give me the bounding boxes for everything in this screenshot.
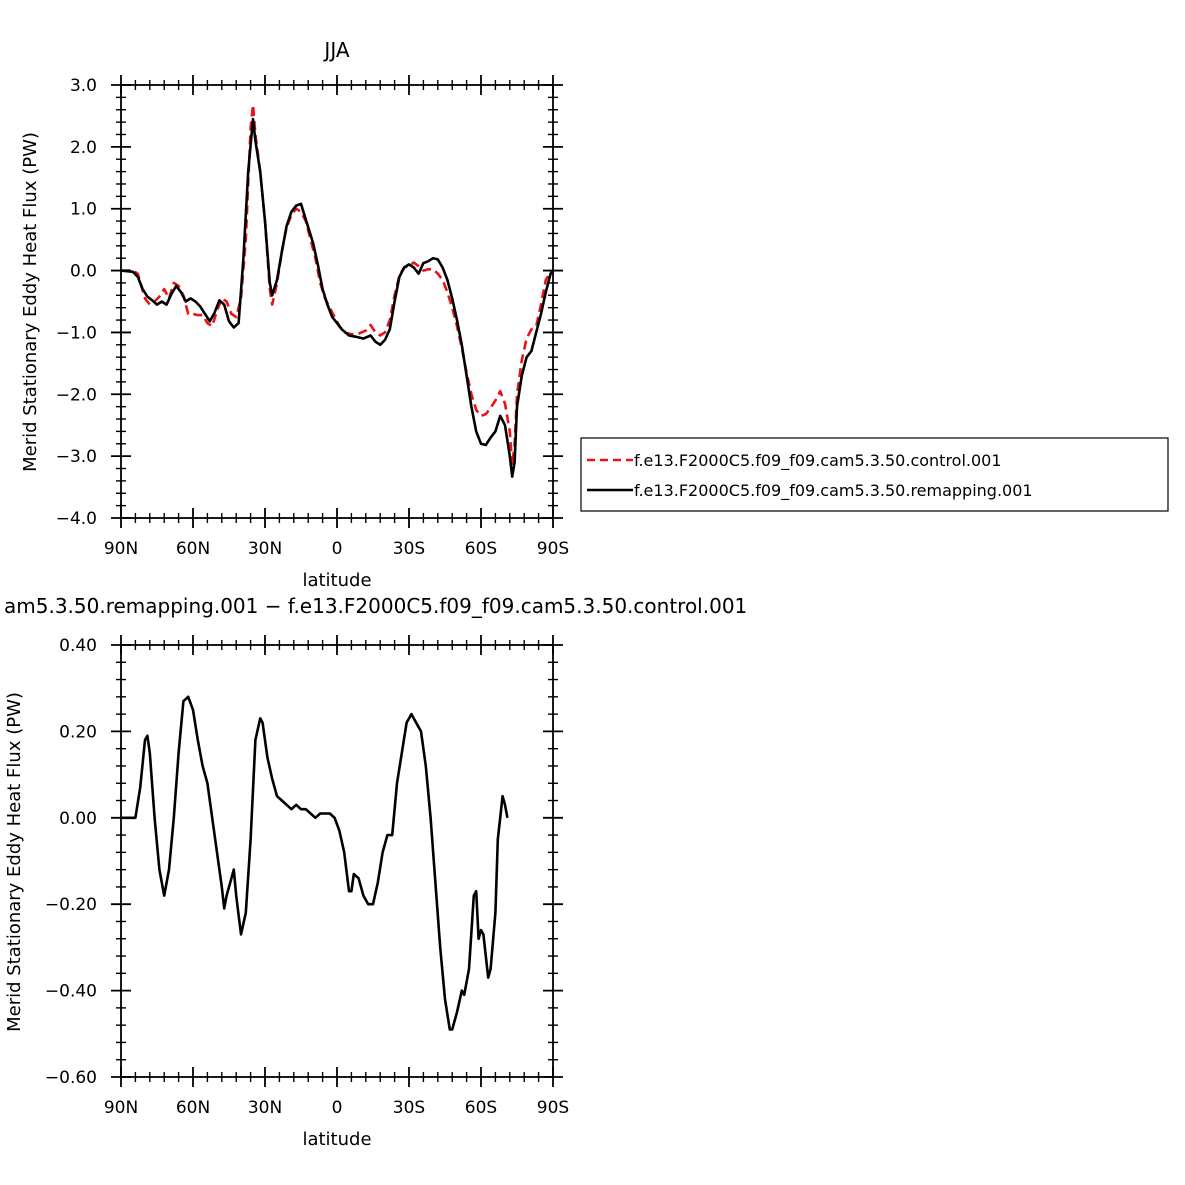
y-tick-label-top-3: 0.0 (70, 262, 97, 282)
x-tick-label-top-5: 60S (465, 539, 497, 559)
y-tick-label-bottom-0: 0.40 (59, 636, 97, 656)
y-tick-label-bottom-1: 0.20 (59, 722, 97, 742)
x-tick-label-bottom-2: 30N (248, 1098, 282, 1118)
x-tick-label-bottom-4: 30S (393, 1098, 425, 1118)
series-line-top-0 (121, 103, 554, 467)
x-tick-label-top-1: 60N (176, 539, 210, 559)
x-tick-label-bottom-6: 90S (537, 1098, 569, 1118)
y-tick-label-top-6: −3.0 (56, 447, 97, 467)
y-tick-label-bottom-2: 0.00 (59, 809, 97, 829)
x-tick-label-bottom-1: 60N (176, 1098, 210, 1118)
x-tick-label-bottom-5: 60S (465, 1098, 497, 1118)
x-tick-label-top-4: 30S (393, 539, 425, 559)
y-tick-label-top-0: 3.0 (70, 76, 97, 96)
y-tick-label-top-7: −4.0 (56, 509, 97, 529)
y-tick-label-top-2: 1.0 (70, 200, 97, 220)
y-tick-label-top-5: −2.0 (56, 385, 97, 405)
x-tick-label-top-2: 30N (248, 539, 282, 559)
y-axis-label-bottom: Merid Stationary Eddy Heat Flux (PW) (4, 692, 25, 1032)
series-line-bottom-0 (121, 695, 509, 1031)
x-tick-label-top-3: 0 (332, 539, 343, 559)
x-axis-label-bottom: latitude (302, 1129, 371, 1150)
x-axis-label-top: latitude (302, 570, 371, 591)
y-tick-label-top-4: −1.0 (56, 323, 97, 343)
series-line-top-1 (120, 117, 555, 478)
y-tick-label-bottom-4: −0.40 (45, 982, 97, 1002)
x-tick-label-top-0: 90N (104, 539, 138, 559)
x-tick-label-bottom-0: 90N (104, 1098, 138, 1118)
legend: f.e13.F2000C5.f09_f09.cam5.3.50.control.… (580, 437, 1169, 512)
y-tick-label-top-1: 2.0 (70, 138, 97, 158)
chart-title-top: JJA (322, 38, 349, 62)
y-tick-label-bottom-5: −0.60 (45, 1068, 97, 1088)
x-tick-label-bottom-3: 0 (332, 1098, 343, 1118)
chart-title-bottom: am5.3.50.remapping.001 − f.e13.F2000C5.f… (4, 594, 747, 618)
y-axis-label-top: Merid Stationary Eddy Heat Flux (PW) (20, 132, 41, 472)
legend-label-remapping: f.e13.F2000C5.f09_f09.cam5.3.50.remappin… (634, 481, 1033, 501)
y-tick-label-bottom-3: −0.20 (45, 895, 97, 915)
plot-frame-bottom (120, 644, 554, 1078)
legend-box (580, 437, 1169, 512)
legend-label-control: f.e13.F2000C5.f09_f09.cam5.3.50.control.… (634, 451, 1002, 471)
x-tick-label-top-6: 90S (537, 539, 569, 559)
